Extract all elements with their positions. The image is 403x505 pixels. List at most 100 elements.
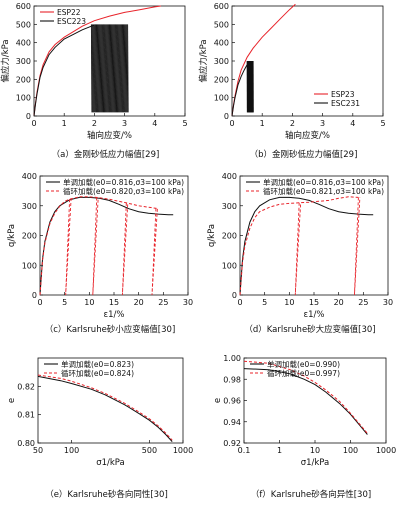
chart-5: 50 100 500 1000 0.80 0.81 0.82 σ1/kPa e 单调加载(e0=0… bbox=[7, 357, 193, 500]
legend-label: 循环加载(e0=0.821,σ3=100 kPa) bbox=[263, 186, 384, 196]
y-tick-label: 0 bbox=[26, 112, 31, 121]
y-tick-label: 500 bbox=[214, 20, 229, 29]
x-tick-label: 0.1 bbox=[238, 446, 251, 455]
y-tick-label: 100 bbox=[214, 94, 229, 103]
x-tick-label: 25 bbox=[158, 298, 168, 307]
y-tick-label: 400 bbox=[222, 172, 237, 181]
unload-loop bbox=[92, 197, 99, 296]
cycle-stroke bbox=[115, 24, 117, 113]
y-tick-label: 0 bbox=[224, 112, 229, 121]
x-tick-label: 10 bbox=[310, 446, 320, 455]
y-tick-label: 0.92 bbox=[223, 439, 241, 448]
legend: 单调加载(e0=0.823)循环加载(e0=0.824) bbox=[44, 359, 134, 378]
y-tick-label: 200 bbox=[214, 75, 229, 84]
y-tick-label: 0 bbox=[232, 291, 237, 300]
legend: 单调加载(e0=0.990)循环加载(e0=0.997) bbox=[250, 359, 340, 378]
x-tick-label: 10 bbox=[284, 298, 294, 307]
series-line bbox=[39, 196, 159, 296]
series-line bbox=[37, 374, 173, 441]
cycle-stroke bbox=[98, 24, 100, 113]
y-axis-label: q/kPa bbox=[207, 224, 217, 247]
legend-label: 单调加载(e0=0.816,σ3=100 kPa) bbox=[263, 177, 384, 187]
y-tick-label: 400 bbox=[214, 39, 229, 48]
cycle-stroke bbox=[116, 24, 118, 113]
y-tick-label: 200 bbox=[16, 75, 31, 84]
cycle-stroke bbox=[91, 24, 94, 113]
cycle-stroke bbox=[119, 24, 122, 113]
panel-caption: （c）Karlsruhe砂小应变幅值[30] bbox=[45, 324, 176, 335]
chart-6: 0.1 1 10 100 1000 0.92 0.94 0.96 0.98 1.00 σ1/kPa e… bbox=[213, 354, 396, 500]
cycle-stroke bbox=[93, 24, 96, 113]
panel-caption: （e）Karlsruhe砂各向同性[30] bbox=[45, 489, 168, 500]
y-axis-label: q/kPa bbox=[7, 224, 17, 247]
x-tick-label: 3 bbox=[320, 119, 325, 128]
cycle-stroke bbox=[116, 24, 119, 113]
series-line bbox=[37, 375, 173, 442]
x-tick-label: 5 bbox=[262, 298, 267, 307]
x-tick-label: 4 bbox=[152, 119, 157, 128]
x-tick-label: 100 bbox=[64, 446, 79, 455]
x-tick-label: 0 bbox=[229, 119, 234, 128]
unload-loop bbox=[65, 199, 72, 296]
y-tick-label: 600 bbox=[214, 2, 229, 11]
legend-label: 循环加载(e0=0.820,σ3=100 kPa) bbox=[63, 186, 184, 196]
y-axis-label: 偏应力/kPa bbox=[0, 39, 11, 82]
cycle-stroke bbox=[103, 24, 106, 113]
y-axis-label: 偏应力/kPa bbox=[198, 39, 209, 82]
y-tick-label: 200 bbox=[222, 232, 237, 241]
cycle-stroke bbox=[124, 24, 126, 113]
y-axis-label: e bbox=[7, 398, 17, 403]
x-axis-label: ε1/% bbox=[104, 310, 125, 320]
x-tick-label: 1000 bbox=[376, 446, 396, 455]
cycle-stroke bbox=[97, 24, 99, 113]
cycle-stroke bbox=[123, 24, 125, 113]
cycle-stroke bbox=[113, 24, 115, 113]
cycle-stroke bbox=[112, 24, 114, 113]
legend-label: ESP23 bbox=[331, 90, 355, 99]
x-tick-label: 1 bbox=[62, 119, 67, 128]
y-tick-label: 500 bbox=[16, 20, 31, 29]
legend-label: ESC223 bbox=[57, 17, 86, 26]
chart-3: 0 5 10 15 20 25 300100200300400ε1/%q/kPa单调加载(e… bbox=[7, 172, 193, 335]
cycle-stroke bbox=[107, 24, 110, 113]
unload-loop bbox=[354, 197, 361, 296]
x-tick-label: 0 bbox=[237, 298, 242, 307]
cycle-stroke bbox=[94, 24, 97, 113]
x-axis-label: σ1/kPa bbox=[96, 458, 125, 468]
series-line bbox=[231, 64, 248, 117]
x-tick-label: 0 bbox=[31, 119, 36, 128]
unload-loop bbox=[151, 208, 158, 296]
cycle-stroke bbox=[120, 24, 123, 113]
y-tick-label: 0.98 bbox=[223, 375, 241, 384]
x-tick-label: 5 bbox=[380, 119, 385, 128]
legend: 单调加载(e0=0.816,σ3=100 kPa)循环加载(e0=0.820,σ… bbox=[46, 177, 184, 196]
y-tick-label: 300 bbox=[214, 57, 229, 66]
x-tick-label: 25 bbox=[358, 298, 368, 307]
panel-caption: （a）金刚砂低应力幅值[29] bbox=[52, 149, 160, 160]
x-tick-label: 50 bbox=[33, 446, 43, 455]
cycle-stroke bbox=[106, 24, 109, 113]
cycle-stroke bbox=[90, 24, 93, 113]
cycle-stroke bbox=[92, 24, 95, 113]
series-line bbox=[231, 3, 296, 117]
y-tick-label: 600 bbox=[16, 2, 31, 11]
x-tick-label: 500 bbox=[142, 446, 157, 455]
x-axis-label: σ1/kPa bbox=[301, 458, 330, 468]
legend-label: 单调加载(e0=0.816,σ3=100 kPa) bbox=[63, 177, 184, 187]
series-line bbox=[239, 196, 374, 296]
cycle-stroke bbox=[114, 24, 116, 113]
y-tick-label: 300 bbox=[222, 202, 237, 211]
chart-1: 0 1 2 3 4 5 0 100 200 300 400 500 600 轴向应变/% 偏应力/kPa ES… bbox=[0, 2, 188, 160]
y-tick-label: 0.82 bbox=[17, 382, 35, 391]
y-tick-label: 0.80 bbox=[17, 439, 35, 448]
x-tick-label: 5 bbox=[62, 298, 67, 307]
x-axis-label: 轴向应变/% bbox=[285, 130, 330, 141]
y-tick-label: 1.00 bbox=[223, 354, 241, 363]
y-tick-label: 0.94 bbox=[223, 418, 241, 427]
x-tick-label: 20 bbox=[334, 298, 344, 307]
y-tick-label: 300 bbox=[16, 57, 31, 66]
panel-caption: （f）Karlsruhe砂各向异性[30] bbox=[251, 489, 371, 500]
cycle-stroke bbox=[101, 24, 103, 113]
x-tick-label: 15 bbox=[109, 298, 119, 307]
